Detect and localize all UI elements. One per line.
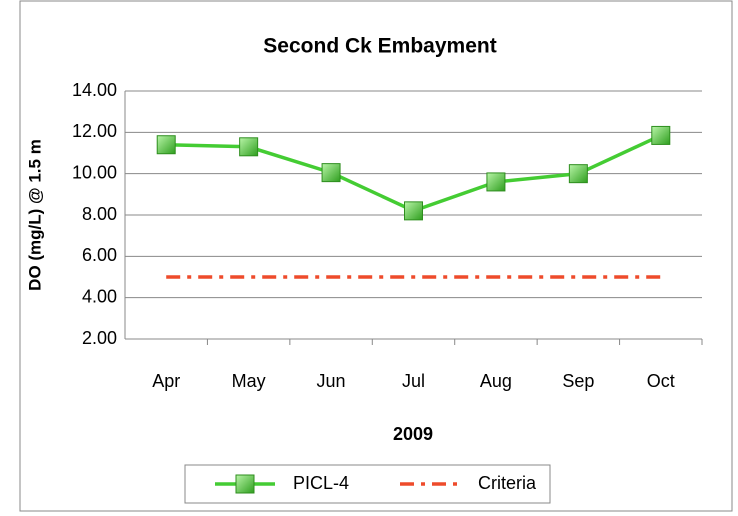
x-tick-label: Jun <box>317 371 346 391</box>
y-tick-label: 14.00 <box>72 80 117 100</box>
chart-title: Second Ck Embayment <box>263 35 496 58</box>
y-tick-label: 8.00 <box>82 204 117 224</box>
marker <box>321 163 341 183</box>
legend-marker <box>235 474 255 494</box>
marker <box>239 137 259 157</box>
y-tick-label: 2.00 <box>82 328 117 348</box>
legend-label: Criteria <box>478 473 537 493</box>
x-tick-label: Apr <box>152 371 180 391</box>
x-tick-label: Sep <box>562 371 594 391</box>
y-axis-label: DO (mg/L) @ 1.5 m <box>25 139 44 291</box>
y-tick-label: 4.00 <box>82 286 117 306</box>
legend-label: PICL-4 <box>293 473 349 493</box>
x-tick-label: Oct <box>647 371 675 391</box>
x-tick-label: Aug <box>480 371 512 391</box>
marker <box>651 125 671 145</box>
marker <box>404 201 423 221</box>
marker <box>486 172 506 192</box>
x-tick-label: May <box>232 371 266 391</box>
marker <box>568 164 588 184</box>
y-tick-label: 10.00 <box>72 162 117 182</box>
y-tick-label: 6.00 <box>82 245 117 265</box>
x-axis-label: 2009 <box>393 424 433 444</box>
marker <box>156 135 176 155</box>
y-tick-label: 12.00 <box>72 121 117 141</box>
x-tick-label: Jul <box>402 371 425 391</box>
